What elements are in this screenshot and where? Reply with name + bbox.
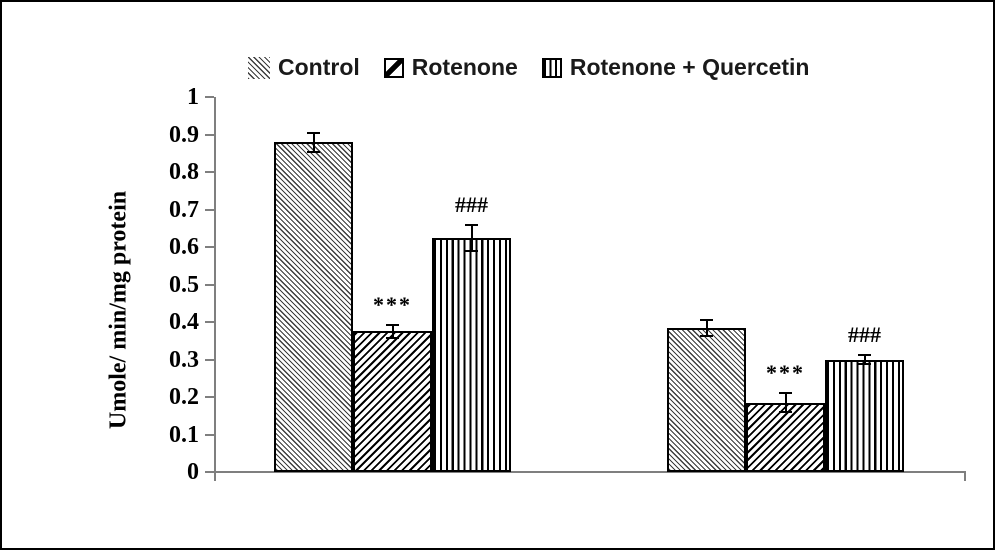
y-tick bbox=[205, 208, 214, 211]
bar-control-group1 bbox=[274, 142, 353, 472]
legend-swatch-icon bbox=[383, 57, 404, 78]
y-tick-label: 0.4 bbox=[169, 309, 199, 335]
legend-label: Rotenone bbox=[411, 54, 518, 80]
legend-swatch-icon bbox=[248, 56, 270, 79]
y-tick-label: 0.9 bbox=[169, 121, 199, 148]
legend-swatch-icon bbox=[541, 57, 562, 78]
x-axis-end-tick bbox=[964, 471, 966, 481]
y-tick bbox=[205, 171, 214, 173]
bar-rotenone-quercetin-group1 bbox=[432, 237, 511, 472]
y-tick bbox=[205, 358, 214, 361]
error-bar bbox=[700, 318, 713, 337]
y-tick-label: 0.5 bbox=[169, 271, 199, 298]
error-bar bbox=[307, 131, 320, 153]
significance-label: ### bbox=[455, 191, 488, 217]
y-tick bbox=[205, 283, 214, 286]
legend-item-3: Rotenone + Quercetin bbox=[541, 54, 810, 81]
x-axis-line bbox=[214, 471, 966, 473]
y-tick-label: 0.3 bbox=[169, 346, 199, 373]
chart-legend: Control Rotenone Rotenone + Quercetin bbox=[248, 54, 809, 81]
legend-label: Rotenone + Quercetin bbox=[569, 54, 810, 80]
error-bar bbox=[386, 323, 399, 339]
y-tick bbox=[205, 96, 214, 98]
legend-item-2: Rotenone bbox=[383, 54, 518, 81]
error-bar bbox=[465, 223, 478, 252]
y-tick-label: 0.1 bbox=[169, 421, 199, 448]
y-tick bbox=[205, 321, 214, 323]
legend-label: Control bbox=[278, 54, 360, 80]
legend-item-1: Control bbox=[248, 54, 360, 81]
y-tick-label: 0.2 bbox=[169, 384, 199, 410]
y-tick-label: 1 bbox=[187, 84, 199, 110]
y-axis-line bbox=[214, 97, 216, 474]
y-tick bbox=[205, 433, 214, 436]
y-tick-label: 0.7 bbox=[169, 196, 199, 223]
y-tick bbox=[205, 471, 214, 473]
bar-rotenone-quercetin-group2 bbox=[825, 359, 904, 472]
x-axis-end-tick bbox=[214, 471, 216, 481]
significance-label: *** bbox=[373, 291, 412, 317]
bar-rotenone-group1 bbox=[353, 331, 432, 472]
error-bar bbox=[779, 392, 792, 414]
y-tick bbox=[205, 133, 214, 136]
bar-rotenone-group2 bbox=[746, 402, 825, 472]
y-tick bbox=[205, 396, 214, 398]
significance-label: *** bbox=[766, 360, 805, 386]
y-tick bbox=[205, 246, 214, 248]
error-bar bbox=[858, 354, 871, 365]
bar-control-group2 bbox=[667, 327, 746, 472]
y-tick-label: 0.8 bbox=[169, 159, 199, 185]
y-tick-label: 0 bbox=[187, 459, 199, 485]
significance-label: ### bbox=[848, 322, 881, 348]
y-tick-label: 0.6 bbox=[169, 234, 199, 260]
